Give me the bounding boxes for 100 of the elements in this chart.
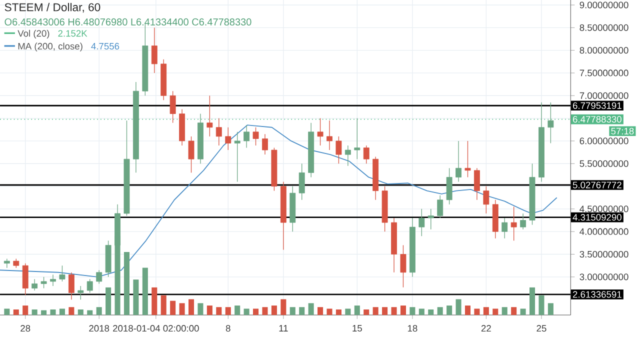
bar [410, 307, 416, 315]
bar [529, 287, 536, 315]
bar [364, 309, 370, 315]
candlestick [4, 258, 10, 268]
bar [308, 303, 314, 315]
candlestick [400, 244, 406, 288]
bar [234, 306, 240, 315]
bar [78, 309, 84, 315]
candlestick [456, 140, 462, 182]
candlestick [298, 163, 305, 200]
candlestick [78, 286, 84, 300]
y-tick-label: 9.00000000 [580, 2, 628, 8]
bar [253, 308, 259, 315]
x-tick-label: 18 [408, 325, 418, 332]
bar [372, 307, 378, 315]
bar [326, 308, 332, 315]
bar [68, 307, 74, 315]
bar [179, 303, 185, 315]
bar [225, 307, 231, 315]
ref-line-label: 5.02767772 [572, 182, 622, 188]
annotation: 4.7556 [91, 42, 120, 50]
y-tick-label: 6.00000000 [580, 138, 628, 144]
bar [216, 307, 222, 315]
bar [22, 306, 28, 315]
bar [474, 308, 480, 315]
bar [548, 303, 554, 315]
candlestick [234, 132, 240, 182]
y-tick-label: 3.00000000 [580, 274, 628, 280]
bar [41, 310, 47, 315]
bar [87, 310, 93, 315]
candlestick [50, 274, 56, 286]
bar [437, 307, 443, 315]
candlestick [428, 208, 434, 230]
bar [400, 306, 406, 315]
candlestick [474, 168, 480, 200]
bar [59, 308, 65, 315]
candlestick [344, 145, 351, 166]
candlestick [151, 27, 158, 74]
candlestick [225, 127, 232, 150]
bar [206, 306, 212, 315]
y-tick-label: 4.00000000 [580, 228, 628, 235]
bar [244, 308, 250, 315]
x-tick-label: 11 [279, 325, 288, 332]
text: O6.45843006 H6.48076980 L6.41334400 C6.47788330 [4, 18, 252, 26]
bar [160, 295, 166, 315]
bar [124, 252, 130, 315]
ref-line-label: 6.77953191 [573, 102, 622, 109]
candlestick [40, 276, 47, 289]
candlestick [483, 186, 490, 214]
bar [483, 307, 489, 315]
candlestick [510, 206, 517, 241]
y-tick-label: 8.00000000 [580, 47, 628, 54]
candlestick [170, 90, 176, 124]
bar [428, 309, 434, 315]
candlestick [317, 118, 324, 146]
candlestick [437, 195, 444, 218]
bar [50, 309, 56, 315]
candlestick [86, 278, 93, 294]
bar [538, 295, 544, 315]
candlestick [520, 213, 526, 230]
text: 57:18 [611, 128, 634, 134]
bar [13, 309, 19, 315]
bar [271, 306, 277, 315]
x-tick-label: 22 [481, 325, 491, 332]
ref-line-label: 6.47788330 [573, 116, 622, 123]
candlestick [68, 272, 74, 300]
bar [290, 307, 296, 315]
candlestick [22, 262, 28, 296]
candlestick [188, 136, 194, 174]
bar [511, 307, 517, 315]
bar [198, 303, 204, 315]
chart-title: STEEM / Dollar, 60 [4, 2, 100, 13]
candlestick [96, 270, 102, 284]
candlestick [244, 124, 250, 148]
bar [142, 268, 148, 315]
bar [382, 307, 388, 315]
candlestick [336, 136, 342, 164]
y-tick-label: 8.50000000 [580, 24, 628, 31]
candlestick [13, 258, 20, 268]
y-tick-label: 7.00000000 [580, 92, 628, 99]
candlestick [502, 218, 508, 239]
bar [391, 307, 397, 315]
y-tick-label: 3.50000000 [580, 250, 628, 258]
bar [106, 287, 112, 315]
bar [345, 308, 351, 315]
candlestick [418, 208, 425, 236]
y-tick-label: 7.50000000 [580, 70, 628, 76]
bar [446, 306, 452, 315]
x-tick-label: 28 [20, 325, 30, 332]
candlestick [262, 134, 268, 155]
bar [280, 299, 286, 315]
candlestick [216, 118, 222, 146]
bar [318, 307, 324, 315]
candlestick [446, 168, 452, 205]
bar [456, 299, 462, 315]
ref-line-label: 4.31509290 [572, 214, 622, 221]
candlestick [464, 140, 471, 178]
candlestick [354, 118, 360, 160]
y-tick-label: 4.50000000 [580, 206, 628, 212]
bar [492, 308, 498, 315]
